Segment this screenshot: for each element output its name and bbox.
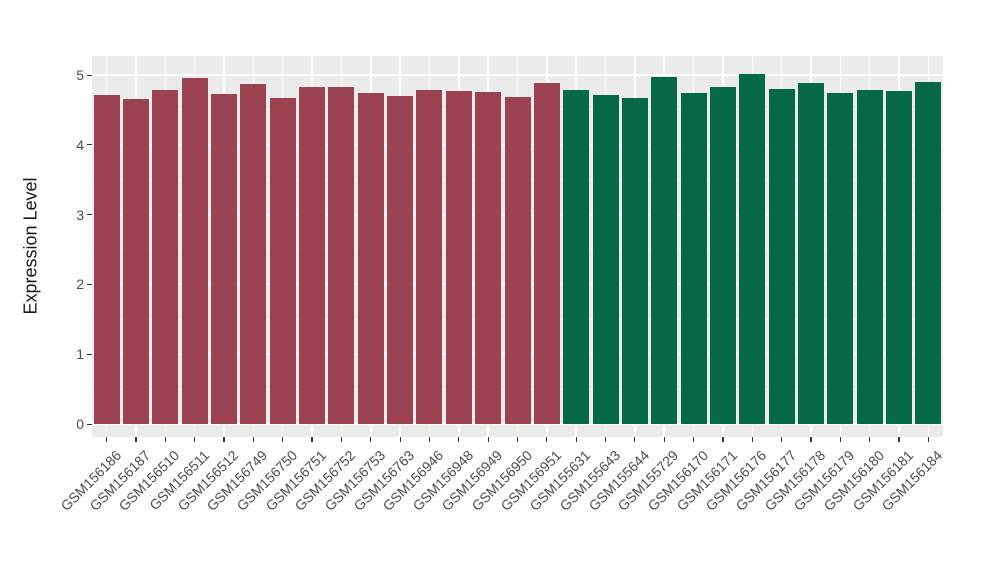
x-tick-mark bbox=[164, 437, 166, 442]
bar bbox=[856, 89, 883, 424]
gridline-major bbox=[92, 423, 943, 425]
y-tick-mark bbox=[87, 283, 92, 286]
x-tick-mark bbox=[194, 437, 196, 442]
x-tick-mark bbox=[106, 437, 108, 442]
bar bbox=[357, 93, 384, 424]
x-tick-mark bbox=[135, 437, 137, 442]
y-axis-title: Expression Level bbox=[20, 177, 41, 315]
x-tick-mark bbox=[692, 437, 695, 442]
bar bbox=[592, 95, 619, 424]
bar bbox=[123, 98, 150, 424]
y-tick-label: 3 bbox=[76, 206, 84, 223]
bar bbox=[211, 93, 238, 424]
x-tick-mark bbox=[516, 437, 519, 442]
x-tick-mark bbox=[487, 437, 489, 442]
bar bbox=[680, 93, 707, 424]
bar bbox=[739, 74, 766, 424]
x-tick-mark bbox=[340, 437, 343, 442]
bar bbox=[445, 91, 472, 424]
x-tick-mark bbox=[898, 437, 900, 442]
y-tick-mark bbox=[87, 214, 92, 216]
y-tick-mark bbox=[87, 144, 92, 146]
bar bbox=[885, 91, 912, 424]
bar bbox=[504, 96, 531, 424]
x-tick-mark bbox=[575, 437, 577, 442]
bar bbox=[709, 86, 736, 424]
bar bbox=[475, 91, 502, 424]
x-tick-mark bbox=[663, 437, 665, 442]
bar bbox=[621, 98, 648, 424]
bar bbox=[93, 95, 120, 424]
y-tick-label: 4 bbox=[76, 136, 84, 153]
x-tick-mark bbox=[927, 437, 929, 442]
y-tick-label: 1 bbox=[76, 346, 84, 363]
x-tick-mark bbox=[282, 437, 284, 442]
x-tick-mark bbox=[839, 437, 841, 442]
gridline-major bbox=[92, 74, 943, 76]
y-tick-label: 0 bbox=[76, 416, 84, 432]
x-tick-mark bbox=[781, 437, 783, 442]
x-tick-mark bbox=[546, 437, 548, 442]
bar bbox=[387, 95, 414, 424]
x-tick-mark bbox=[634, 437, 636, 442]
bar bbox=[152, 89, 179, 424]
x-tick-mark bbox=[722, 437, 724, 442]
bar bbox=[563, 89, 590, 424]
bar bbox=[181, 77, 208, 424]
x-tick-mark bbox=[869, 437, 871, 442]
x-tick-mark bbox=[252, 437, 254, 442]
x-tick-mark bbox=[604, 437, 607, 442]
bar bbox=[240, 84, 267, 424]
x-tick-mark bbox=[223, 437, 225, 442]
x-tick-mark bbox=[399, 437, 401, 442]
x-tick-mark bbox=[428, 437, 431, 442]
x-tick-mark bbox=[810, 437, 812, 442]
x-tick-mark bbox=[458, 437, 460, 442]
bar bbox=[299, 86, 326, 424]
y-tick-mark bbox=[87, 353, 92, 355]
bar bbox=[533, 82, 560, 424]
y-tick-mark bbox=[87, 74, 92, 76]
bar bbox=[269, 98, 296, 424]
x-tick-mark bbox=[751, 437, 753, 442]
bar bbox=[797, 83, 824, 424]
y-tick-label: 2 bbox=[76, 276, 84, 293]
bar bbox=[915, 81, 942, 424]
x-tick-mark bbox=[370, 437, 372, 442]
y-tick-mark bbox=[87, 423, 92, 425]
bar bbox=[651, 77, 678, 424]
y-tick-label: 5 bbox=[76, 67, 84, 83]
bar bbox=[768, 88, 795, 424]
bar bbox=[827, 93, 854, 424]
bar bbox=[328, 86, 355, 424]
bar bbox=[416, 89, 443, 424]
x-tick-mark bbox=[311, 437, 313, 442]
